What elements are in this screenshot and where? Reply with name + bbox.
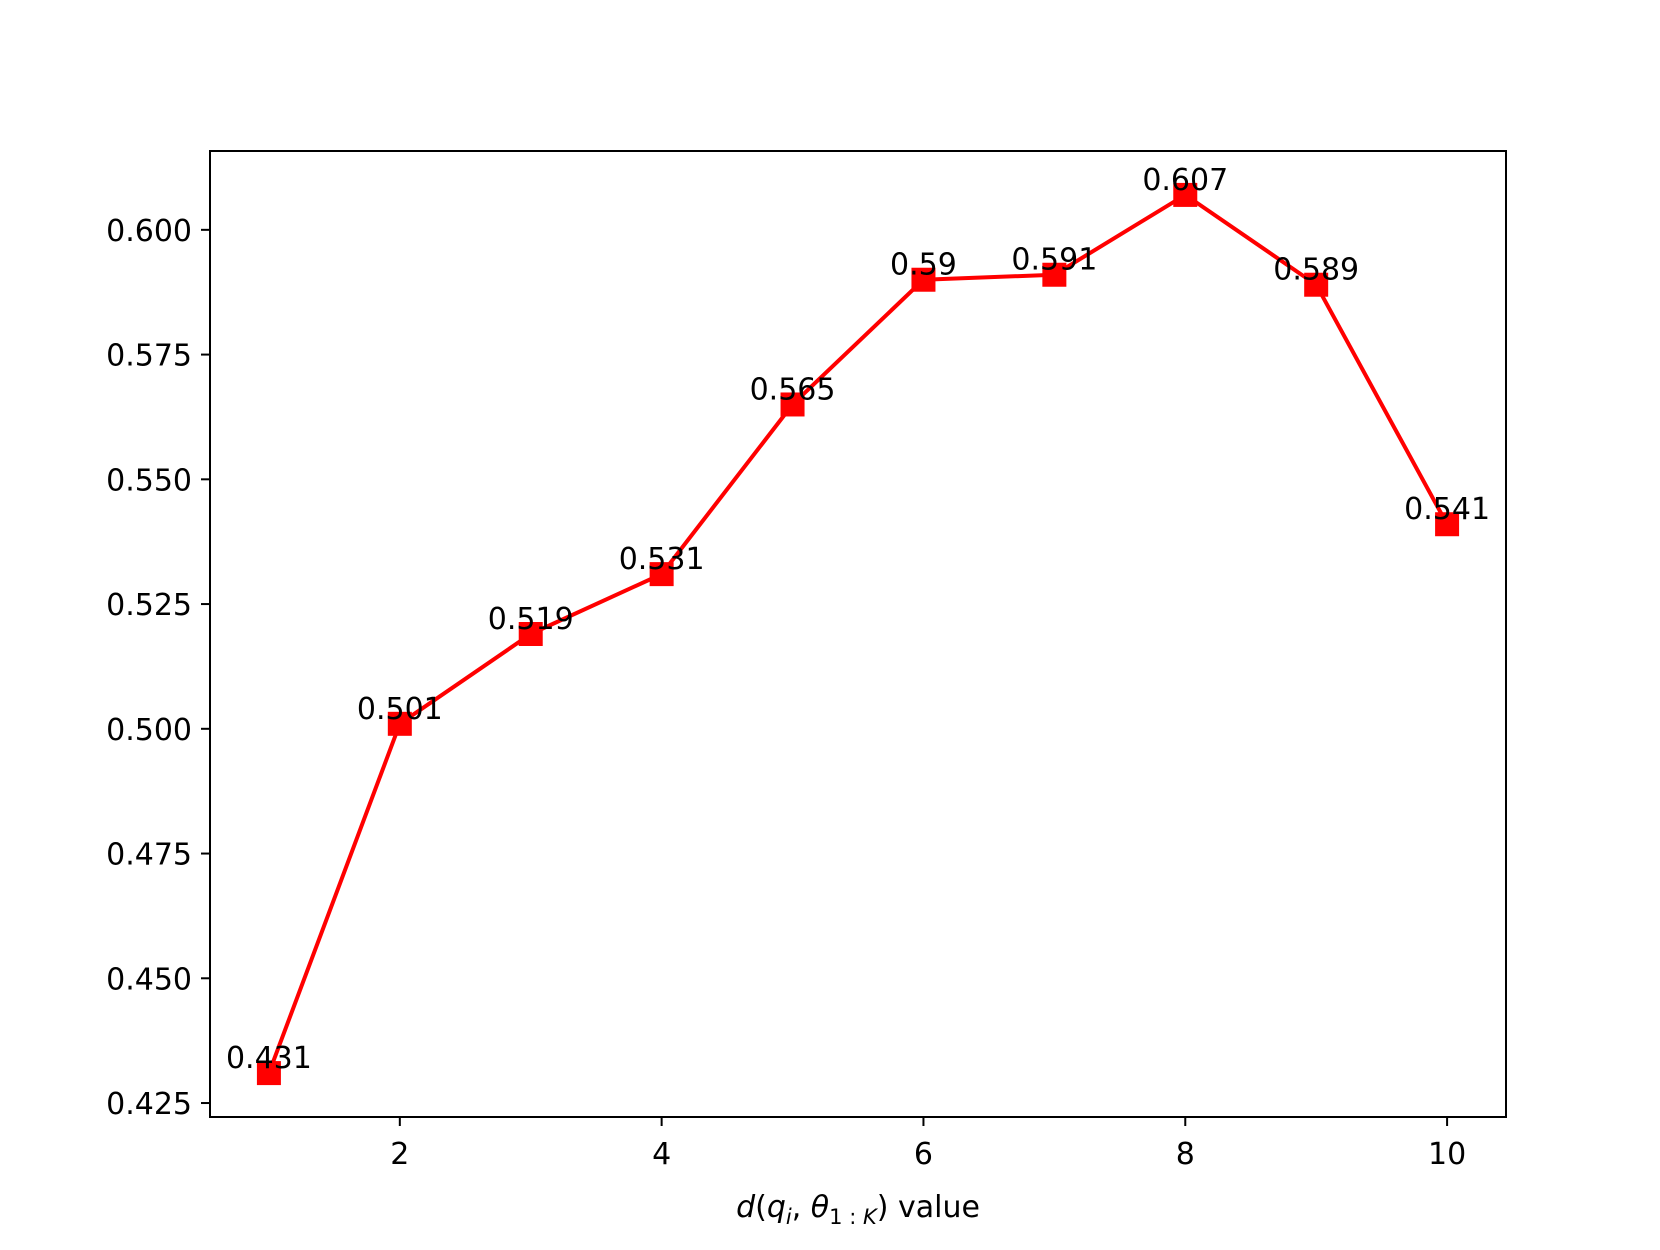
data-label: 0.589 (1273, 253, 1359, 288)
data-label: 0.607 (1142, 163, 1228, 198)
data-label: 0.59 (890, 248, 957, 283)
data-point-marker (1304, 272, 1329, 297)
y-tick-label: 0.450 (106, 962, 192, 997)
data-label: 0.501 (357, 692, 443, 727)
axes: 2 4 6 8 10 0.425 0.450 0.475 0.500 0.525 0.550 0.57… (106, 214, 1466, 1172)
data-label: 0.431 (226, 1041, 312, 1076)
y-tick-label: 0.525 (106, 588, 192, 623)
x-tick-label: 8 (1176, 1137, 1195, 1172)
series-layer (256, 182, 1460, 1086)
data-point-marker (518, 622, 543, 646)
data-point-marker (1042, 262, 1067, 287)
data-label: 0.565 (750, 372, 836, 407)
data-point-marker (256, 1061, 281, 1086)
y-tick-label: 0.575 (106, 339, 192, 374)
data-point-marker (780, 392, 805, 417)
y-tick-label: 0.600 (106, 214, 192, 249)
x-tick-label: 2 (390, 1137, 409, 1172)
data-point-marker (387, 711, 412, 736)
data-point-marker (911, 267, 936, 292)
plot-frame (209, 150, 1507, 1118)
x-tick-label: 6 (914, 1137, 933, 1172)
data-labels: 0.431 0.501 0.519 0.531 0.565 0.59 0.591 0.607 0… (226, 163, 1490, 1076)
data-label: 0.519 (488, 602, 574, 637)
data-label: 0.541 (1404, 492, 1490, 527)
data-label: 0.531 (619, 542, 705, 577)
y-tick-label: 0.550 (106, 463, 192, 498)
data-point-marker (1173, 182, 1198, 207)
x-tick-label: 4 (652, 1137, 671, 1172)
data-point-marker (1435, 512, 1460, 537)
y-tick-label: 0.475 (106, 838, 192, 873)
x-axis-label: d(qi, θ1 : K) value (736, 1190, 980, 1229)
y-tick-label: 0.500 (106, 713, 192, 748)
data-label: 0.591 (1011, 243, 1097, 278)
x-tick-label: 10 (1428, 1137, 1466, 1172)
y-tick-label: 0.425 (106, 1087, 192, 1122)
data-point-marker (649, 562, 674, 587)
series-line (267, 192, 1449, 1074)
